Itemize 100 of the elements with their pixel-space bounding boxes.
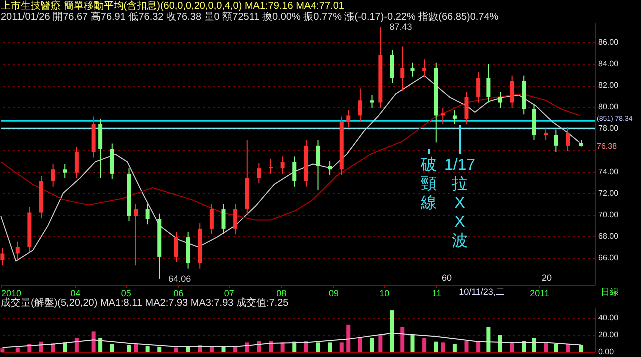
x-tick-label: 07 <box>224 288 234 298</box>
candlestick <box>410 62 415 78</box>
annotation: 60 <box>442 273 452 283</box>
candlestick <box>134 204 138 266</box>
bar <box>304 341 308 352</box>
candlestick <box>358 88 362 122</box>
candlestick <box>464 92 469 125</box>
candlestick <box>346 110 351 128</box>
bar <box>434 342 438 352</box>
bar <box>510 342 514 352</box>
bar <box>358 338 362 352</box>
bar <box>74 338 79 352</box>
candlestick <box>510 75 514 109</box>
bar <box>269 341 273 352</box>
candlestick <box>269 158 273 174</box>
y-tick-label: 70.00 <box>598 210 620 220</box>
candlestick <box>292 156 297 188</box>
y-tick-label: 20.00 <box>598 330 620 340</box>
candlestick <box>16 241 20 260</box>
bar <box>340 342 344 352</box>
candlestick <box>222 204 226 235</box>
text: 日線 <box>601 287 619 297</box>
text: 76.38 <box>597 142 618 151</box>
bar <box>476 341 481 352</box>
bar <box>452 344 457 352</box>
bar <box>422 338 427 352</box>
candlestick <box>476 72 481 104</box>
candlestick <box>400 46 405 92</box>
candlestick <box>441 108 446 125</box>
bar <box>410 335 415 352</box>
candlestick <box>234 204 238 235</box>
candlestick <box>452 110 457 125</box>
bar <box>127 345 132 352</box>
x-tick-label: 09 <box>328 288 339 298</box>
bar <box>498 335 502 352</box>
bar <box>580 345 584 352</box>
candlestick <box>280 156 285 174</box>
bar <box>486 327 491 352</box>
bar <box>522 341 526 352</box>
annotation: 破頸線 <box>420 156 437 212</box>
y-tick-label: 80.00 <box>598 102 620 112</box>
candlestick <box>422 59 427 78</box>
x-tick-label: 04 <box>70 288 81 298</box>
bar <box>316 342 320 352</box>
candlestick <box>370 94 374 109</box>
bar <box>378 335 383 352</box>
y-tick-label: 66.00 <box>598 254 620 263</box>
y-tick-label: 84.00 <box>598 59 620 68</box>
x-tick-label: 05 <box>121 288 132 298</box>
y-tick-label: 72.00 <box>598 188 620 198</box>
line-series <box>2 332 582 348</box>
bar <box>370 338 374 352</box>
bar <box>16 348 20 352</box>
bar <box>92 332 96 352</box>
bar <box>441 342 446 352</box>
bar <box>390 310 394 352</box>
x-tick-label: 11 <box>432 288 442 298</box>
x-tick-label: 2010 <box>2 288 22 298</box>
y-tick-label: 78.00 <box>598 124 620 134</box>
candlestick <box>544 128 548 142</box>
candlestick <box>316 140 320 191</box>
x-tick-label: 2011 <box>530 288 550 298</box>
candlestick <box>74 146 79 179</box>
text: 10/11/23,二 <box>459 287 505 297</box>
annotation: 87.43 <box>390 22 412 32</box>
bar <box>544 344 548 352</box>
bar <box>464 341 469 352</box>
bar <box>158 346 162 352</box>
candlestick <box>257 162 262 184</box>
candlestick <box>0 248 5 266</box>
bar <box>346 324 351 352</box>
candlestick <box>210 204 214 235</box>
candlestick <box>146 204 150 226</box>
candlestick <box>566 127 570 152</box>
bar <box>110 344 114 352</box>
x-tick-label: 10 <box>380 288 390 298</box>
candlestick <box>390 49 394 84</box>
chart-title: 成交量(解盤)(5,20,20) MA1:8.11 MA2:7.93 MA3:7.93 成交值:7.25 <box>1 297 290 309</box>
candlestick <box>328 160 332 176</box>
y-tick-label: 82.00 <box>598 81 620 90</box>
x-tick-label: 06 <box>174 288 184 298</box>
bar <box>0 348 5 352</box>
bar <box>98 338 103 352</box>
candlestick <box>51 164 56 188</box>
bar <box>257 341 262 352</box>
candlestick <box>554 129 558 153</box>
candlestick <box>498 92 502 109</box>
y-tick-label: 40.00 <box>598 314 620 323</box>
annotation: 1/17 拉XX波 <box>444 157 476 250</box>
x-tick-label: 08 <box>276 288 287 298</box>
candlestick <box>63 164 68 179</box>
annotation: 20 <box>542 273 552 283</box>
y-tick-label: 0.00 <box>598 348 615 356</box>
y-tick-label: 86.00 <box>598 38 620 47</box>
bar <box>554 344 558 352</box>
bar <box>134 344 138 352</box>
y-tick-label: 74.00 <box>598 167 620 176</box>
chart-subtitle: 2011/01/26 開76.67 高76.91 低76.32 收76.38 量0 額72511 換0.00% 振0.77% 漲(-0.17)-0.22% 指數(66.85)0.74% <box>1 10 499 23</box>
annotation: 64.06 <box>168 274 192 284</box>
bar <box>532 338 536 352</box>
